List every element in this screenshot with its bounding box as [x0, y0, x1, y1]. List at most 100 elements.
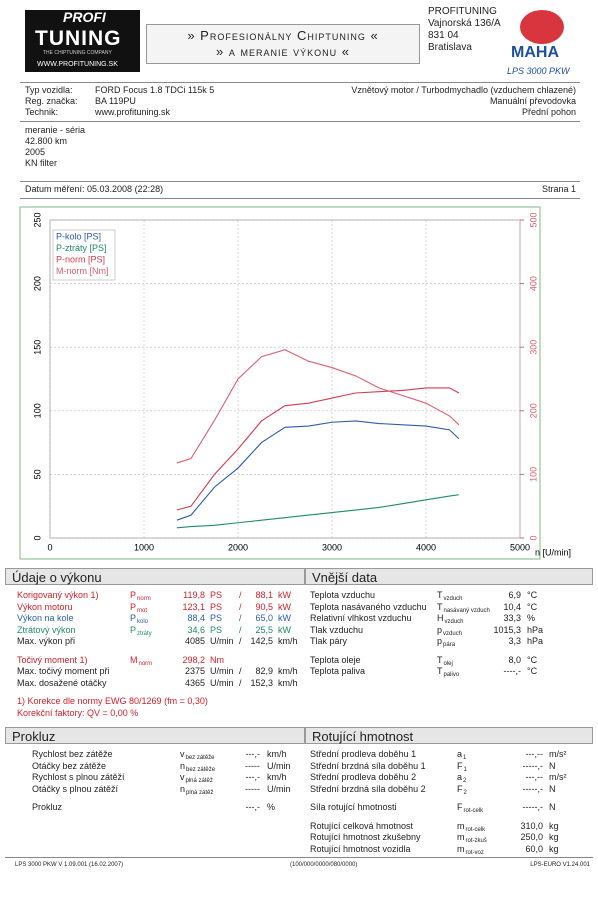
row-value: 25,5	[255, 624, 273, 635]
row-value: kg	[549, 843, 559, 854]
symbol-sub: 1	[463, 766, 467, 773]
vehicle-value: BA 119PU	[95, 96, 136, 106]
row-value: 88,1	[255, 590, 273, 600]
y-tick-label: 50	[32, 469, 42, 479]
row-value: PS	[210, 624, 223, 635]
row-value: 152,3	[250, 677, 273, 688]
series-line	[176, 387, 460, 511]
row-value: PS	[210, 590, 223, 600]
row-value: 142,5	[250, 636, 273, 646]
symbol-sub: vzduch	[444, 619, 464, 625]
row-label: Střední brzdná síla doběhu 2	[310, 783, 426, 794]
symbol-sub: plná zátěž	[186, 789, 214, 796]
row-value: km/h	[267, 749, 287, 759]
row-value: 4085	[184, 636, 205, 646]
row-label: Max. výkon při	[17, 636, 76, 646]
row-label: Rotující celková hmotnost	[310, 820, 414, 831]
symbol: a2	[457, 772, 466, 787]
row-label: Max. dosažené otáčky	[17, 677, 107, 688]
x-tick-label: 2000	[228, 542, 248, 552]
row-value: %	[527, 613, 536, 623]
address-line: 831 04	[428, 30, 459, 41]
x-tick-label: 4000	[416, 542, 436, 552]
symbol-main: P	[130, 613, 137, 623]
symbol-main: P	[130, 624, 137, 635]
row-value: m/s²	[549, 772, 567, 782]
symbol: ppára	[437, 636, 455, 651]
symbol-main: T	[437, 654, 443, 665]
symbol-sub: 2	[463, 778, 467, 784]
symbol: F2	[457, 784, 467, 799]
symbol-main: T	[437, 601, 443, 612]
legend-entry: P-ztráty [PS]	[56, 243, 107, 253]
row-value: kW	[278, 613, 291, 623]
x-tick-label: 1000	[134, 542, 154, 552]
symbol: nbez zátěže	[180, 761, 215, 776]
rule	[20, 181, 580, 182]
legend-entry: P-norm [PS]	[56, 254, 105, 264]
legend-entry: M-norm [Nm]	[56, 266, 109, 276]
y2-tick-label: 300	[528, 340, 538, 355]
symbol-main: T	[437, 590, 443, 600]
symbol-main: m	[457, 832, 465, 842]
row-value: km/h	[278, 666, 298, 676]
row-value: -----,-	[522, 783, 543, 794]
row-value: kW	[278, 601, 291, 612]
symbol-sub: kolo	[137, 619, 149, 625]
symbol-main: p	[437, 624, 443, 635]
row-value: U/min	[210, 666, 234, 676]
series-line	[176, 494, 459, 529]
symbol: Frot-celk	[457, 802, 483, 817]
row-value: kW	[278, 624, 291, 635]
vehicle-value: FORD Focus 1.8 TDCi 115k 5	[95, 85, 215, 95]
symbol-main: H	[437, 613, 444, 623]
date: Datum měření: 05.03.2008 (22:28)	[25, 184, 164, 194]
symbol-main: F	[457, 783, 463, 794]
row-value: 250,0	[520, 832, 543, 842]
vehicle-label: Technik:	[25, 107, 59, 117]
row-label: Max. točivý moment při	[17, 666, 110, 676]
chart-frame	[19, 206, 541, 560]
address: PROFITUNING Vajnorská 136/A 831 04 Brati…	[428, 6, 501, 54]
row-value: Nm	[210, 654, 224, 665]
row-value: -----	[245, 760, 260, 771]
y-tick-label: 250	[32, 212, 42, 227]
y-tick-label: 150	[32, 340, 42, 355]
row-label: Tlak vzduchu	[310, 624, 364, 635]
row-value: /	[239, 677, 242, 688]
logo-tag: THE CHIPTUNING COMPANY	[43, 50, 112, 56]
vehicle-info: Přední pohon	[521, 107, 576, 117]
row-label: Tlak páry	[310, 636, 348, 646]
section-title: Prokluz	[12, 729, 56, 744]
rule	[5, 857, 593, 858]
section-title: Rotující hmotnost	[312, 729, 414, 744]
row-value: 119,8	[183, 590, 205, 600]
vehicle-label: Reg. značka:	[25, 96, 78, 106]
section-header: Prokluz	[5, 727, 305, 744]
row-value: PS	[210, 601, 223, 612]
symbol-main: p	[437, 636, 443, 646]
row-label: Teplota paliva	[310, 666, 366, 676]
row-value: ---,--	[525, 772, 544, 782]
symbol-main: F	[457, 802, 463, 812]
symbol-main: a	[457, 749, 463, 759]
row-value: U/min	[267, 783, 291, 794]
row-value: 298,2	[182, 654, 205, 665]
symbol: Hvzduch	[437, 613, 464, 628]
row-value: -----	[245, 783, 260, 794]
vehicle-info: Vznětový motor / Turbodmychadlo (vzduche…	[351, 85, 576, 95]
symbol-sub: rot-celk	[465, 826, 486, 833]
footer-right: LPS-EURO V1.24.001	[530, 862, 590, 868]
address-line: Bratislava	[428, 42, 472, 53]
symbol: mrot-voz	[457, 844, 484, 859]
symbol: Tvzduch	[437, 590, 463, 605]
logo: PROFI TUNING THE CHIPTUNING COMPANY WWW.…	[25, 10, 140, 72]
row-value: -----,-	[522, 802, 543, 812]
section-title: Vnější data	[312, 570, 378, 585]
symbol-sub: plná zátěž	[185, 778, 213, 784]
note: meranie - séria	[25, 125, 86, 135]
page-number: Strana 1	[541, 184, 576, 194]
row-value: kg	[549, 832, 559, 842]
symbol: Pkolo	[130, 613, 148, 628]
